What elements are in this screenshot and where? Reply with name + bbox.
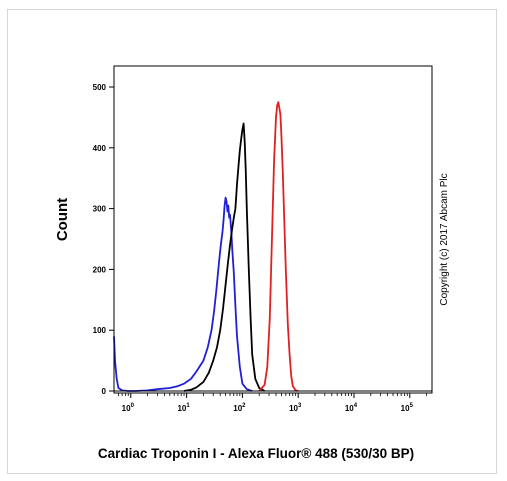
x-tick-label: 105: [401, 403, 414, 413]
x-tick-label: 103: [289, 403, 302, 413]
histogram-chart: 0 100 200 300 400 500 100 101 102 103 104 105 Coun…: [54, 65, 450, 461]
histogram-series-1: [113, 196, 253, 392]
histogram-series-3: [258, 101, 299, 392]
figure-frame: 0 100 200 300 400 500 100 101 102 103 104 105 Coun…: [7, 9, 497, 474]
y-tick-label: 400: [93, 144, 107, 153]
y-tick-label: 0: [102, 387, 107, 396]
x-tick-label: 101: [177, 403, 190, 413]
y-tick-label: 500: [93, 83, 107, 92]
y-tick-label: 100: [93, 326, 107, 335]
x-tick-label: 102: [233, 403, 246, 413]
y-axis-ticks: 0 100 200 300 400 500: [93, 83, 114, 396]
x-axis-ticks: 100 101 102 103 104 105: [118, 393, 427, 413]
y-tick-label: 300: [93, 205, 107, 214]
histogram-series-2: [183, 122, 266, 392]
series-layer: [113, 101, 432, 392]
y-tick-label: 200: [93, 265, 107, 274]
x-tick-label: 100: [122, 403, 135, 413]
x-axis-label: Cardiac Troponin I - Alexa Fluor® 488 (5…: [98, 446, 414, 461]
y-axis-label: Count: [54, 198, 71, 241]
x-tick-label: 104: [345, 403, 358, 413]
plot-area-frame: [113, 65, 433, 394]
copyright-notice: Copyright (c) 2017 Abcam Plc: [439, 173, 450, 305]
